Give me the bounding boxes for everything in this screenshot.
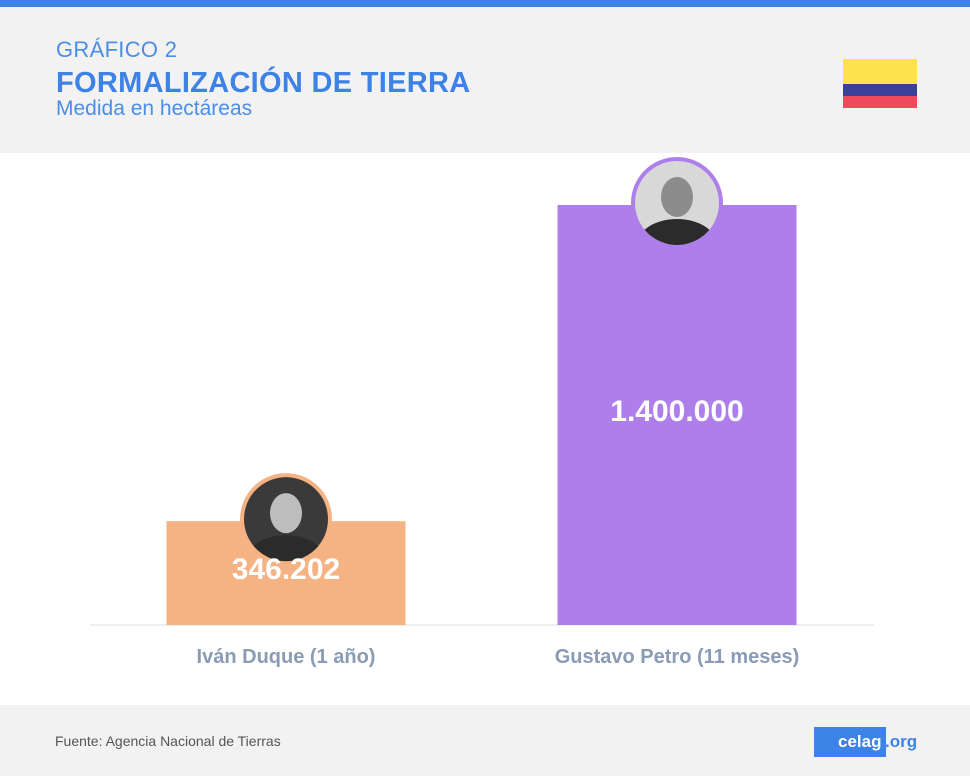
flag-stripe-yellow: [843, 59, 917, 84]
avatar-body-0: [246, 535, 326, 562]
category-label-1: Gustavo Petro (11 meses): [555, 646, 800, 668]
logo-text: celag: [838, 732, 882, 751]
category-label-0: Iván Duque (1 año): [197, 646, 376, 668]
value-label-0: 346.202: [232, 553, 340, 586]
source-note: Fuente: Agencia Nacional de Tierras: [55, 733, 281, 749]
duque-portrait-icon: [246, 493, 326, 562]
colombia-flag-icon: [843, 59, 917, 108]
bar-1: [557, 205, 797, 625]
flag-stripe-red: [843, 95, 917, 108]
chart-kicker: GRÁFICO 2: [56, 37, 178, 62]
chart-header: GRÁFICO 2 FORMALIZACIÓN DE TIERRA Medida…: [0, 7, 970, 153]
avatar-head-0: [270, 493, 302, 534]
logo-box: [814, 727, 886, 757]
chart-title: FORMALIZACIÓN DE TIERRA: [56, 67, 471, 99]
logo-tld: .org: [885, 732, 918, 751]
value-label-1: 1.400.000: [610, 395, 743, 428]
bar-chart-svg: 346.202 Iván Duque (1 año) 1.400.000 Gustav…: [90, 157, 874, 668]
chart-subtitle: Medida en hectáreas: [56, 97, 253, 120]
bar-chart: 346.202 Iván Duque (1 año) 1.400.000 Gustav…: [0, 153, 970, 705]
chart-footer: Fuente: Agencia Nacional de Tierras cela…: [0, 705, 970, 776]
celag-logo[interactable]: celag .org: [814, 727, 920, 757]
petro-portrait-icon: [637, 177, 717, 245]
avatar-head-1: [661, 177, 693, 217]
flag-stripe-blue: [843, 83, 917, 96]
top-accent-bar: [0, 0, 970, 7]
avatar-body-1: [637, 219, 717, 245]
